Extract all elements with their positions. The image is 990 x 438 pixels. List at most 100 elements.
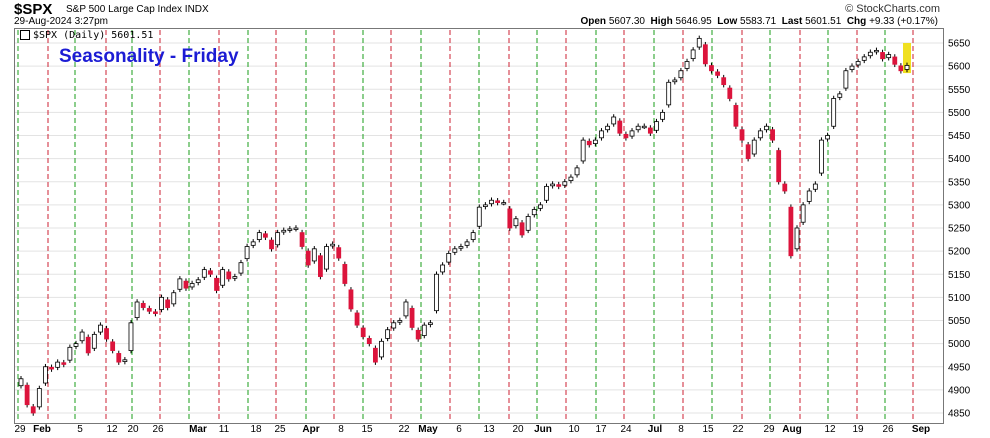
candle-body bbox=[30, 406, 36, 414]
candle-body bbox=[654, 121, 659, 131]
candle-body bbox=[360, 327, 366, 338]
candle-body bbox=[177, 278, 183, 290]
x-tick-label: May bbox=[418, 424, 438, 435]
candle-body bbox=[721, 77, 727, 86]
provider-logo[interactable]: © StockCharts.com bbox=[845, 3, 940, 15]
last-label: Last bbox=[781, 16, 803, 27]
candle-body bbox=[55, 361, 61, 368]
quote-datetime: 29-Aug-2024 3:27pm bbox=[14, 16, 108, 27]
y-tick-label: 5100 bbox=[948, 293, 971, 304]
candle-body bbox=[580, 139, 586, 162]
candle-body bbox=[24, 384, 30, 406]
x-tick-label: Mar bbox=[189, 424, 207, 435]
candle-body bbox=[904, 65, 910, 70]
candle-body bbox=[348, 289, 354, 310]
x-tick-label: Apr bbox=[302, 424, 319, 435]
candle-body bbox=[739, 129, 745, 141]
index-description: S&P 500 Large Cap Index INDX bbox=[66, 4, 209, 15]
candle-body bbox=[226, 271, 232, 280]
y-tick-label: 4900 bbox=[948, 385, 971, 396]
candle-body bbox=[73, 343, 79, 347]
candle-body bbox=[183, 280, 189, 289]
candle-body bbox=[831, 98, 837, 127]
candle-body bbox=[812, 183, 818, 190]
candle-body bbox=[513, 218, 519, 227]
candle-body bbox=[354, 312, 360, 326]
x-tick-label: Jul bbox=[648, 424, 663, 435]
candle-body bbox=[764, 125, 769, 131]
candle-body bbox=[171, 292, 177, 305]
candle-body bbox=[855, 61, 861, 66]
x-tick-label: 17 bbox=[595, 424, 607, 435]
candle-body bbox=[568, 176, 574, 181]
candle-body bbox=[134, 301, 140, 319]
candle-body bbox=[330, 243, 336, 247]
candle-body bbox=[220, 269, 226, 286]
candle-body bbox=[800, 204, 806, 223]
high-value: 5646.95 bbox=[675, 16, 712, 27]
y-tick-label: 5050 bbox=[948, 316, 971, 327]
x-tick-label: 18 bbox=[250, 424, 262, 435]
y-tick-label: 5600 bbox=[948, 62, 971, 73]
candle-body bbox=[79, 331, 85, 342]
candle-body bbox=[67, 346, 73, 361]
candle-body bbox=[849, 65, 855, 70]
candle-body bbox=[85, 336, 91, 354]
candle-body bbox=[110, 341, 116, 351]
candle-body bbox=[201, 269, 207, 278]
y-tick-label: 5650 bbox=[948, 39, 971, 50]
candle-body bbox=[574, 167, 580, 176]
candle-body bbox=[629, 130, 635, 137]
candle-body bbox=[146, 308, 152, 312]
x-tick-label: 24 bbox=[620, 424, 632, 435]
candle-body bbox=[385, 329, 391, 339]
ticker-symbol: $SPX bbox=[14, 1, 53, 18]
candle-body bbox=[476, 206, 482, 227]
chart-legend: $SPX (Daily) 5601.51 bbox=[20, 30, 153, 41]
candle-body bbox=[617, 120, 623, 134]
candle-body bbox=[684, 61, 690, 69]
candle-body bbox=[208, 270, 213, 275]
candle-body bbox=[770, 129, 775, 141]
candle-body bbox=[672, 79, 678, 83]
candle-body bbox=[733, 105, 739, 127]
candle-body bbox=[892, 56, 898, 65]
candle-body bbox=[874, 50, 879, 53]
candle-body bbox=[128, 322, 134, 351]
x-tick-label: 5 bbox=[77, 424, 83, 435]
candle-body bbox=[275, 232, 281, 246]
y-tick-label: 5150 bbox=[948, 270, 971, 281]
x-tick-label: 26 bbox=[882, 424, 894, 435]
candle-body bbox=[421, 324, 427, 336]
candle-body bbox=[715, 71, 720, 76]
y-tick-label: 5200 bbox=[948, 247, 971, 258]
candle-body bbox=[605, 125, 610, 131]
y-tick-label: 5000 bbox=[948, 339, 971, 350]
candle-body bbox=[342, 264, 348, 284]
candle-body bbox=[214, 277, 219, 291]
candle-body bbox=[372, 347, 378, 363]
candle-body bbox=[525, 216, 531, 231]
candle-body bbox=[641, 125, 647, 129]
candle-body bbox=[256, 232, 262, 240]
candle-body bbox=[544, 185, 549, 201]
candle-body bbox=[751, 139, 757, 155]
x-tick-label: 13 bbox=[483, 424, 495, 435]
candle-body bbox=[727, 87, 733, 99]
candle-body bbox=[452, 248, 458, 253]
candle-body bbox=[409, 307, 415, 328]
y-tick-label: 5250 bbox=[948, 224, 971, 235]
candle-body bbox=[702, 44, 708, 65]
x-tick-label: 22 bbox=[732, 424, 744, 435]
legend-swatch bbox=[20, 30, 30, 40]
candle-body bbox=[880, 52, 885, 60]
candle-body bbox=[195, 279, 201, 283]
candle-body bbox=[98, 324, 103, 333]
last-bar-highlight bbox=[903, 43, 911, 74]
candle-body bbox=[562, 181, 568, 186]
high-label: High bbox=[650, 16, 673, 27]
candle-body bbox=[91, 333, 97, 349]
x-tick-label: 8 bbox=[338, 424, 344, 435]
y-tick-label: 4950 bbox=[948, 362, 971, 373]
chg-label: Chg bbox=[846, 16, 867, 27]
